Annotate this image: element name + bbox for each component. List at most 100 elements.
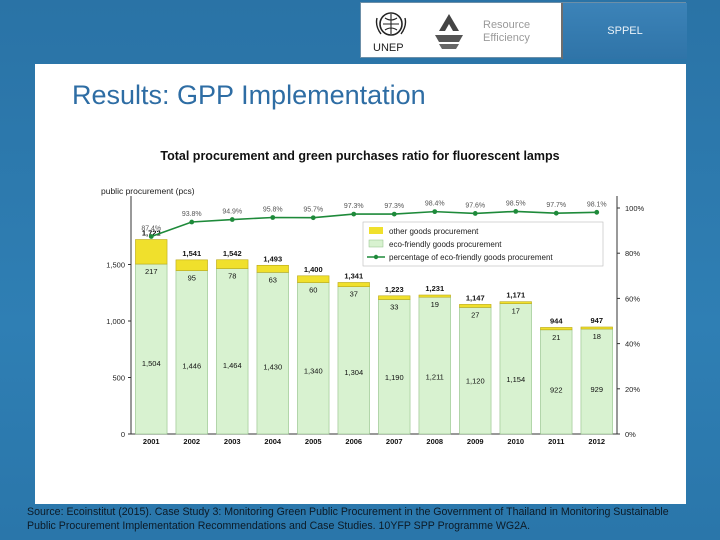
other-bar (378, 295, 411, 300)
total-label: 1,493 (263, 254, 282, 263)
eco-bar (540, 329, 573, 435)
total-label: 1,541 (182, 249, 201, 258)
other-value-label: 37 (350, 290, 358, 299)
recycle-icon (435, 14, 463, 49)
x-tick-label: 2001 (143, 437, 160, 446)
legend-box (362, 221, 604, 267)
x-tick-label: 2002 (183, 437, 200, 446)
percentage-label: 87.4% (141, 225, 161, 232)
y-tick-label: 1,000 (106, 317, 125, 326)
percentage-label: 95.7% (303, 207, 323, 214)
y2-tick-label: 0% (625, 430, 636, 439)
slide-title: Results: GPP Implementation (72, 80, 426, 110)
other-value-label: 95 (188, 274, 196, 283)
percentage-point (229, 217, 235, 222)
eco-bar (256, 272, 289, 435)
x-tick-label: 2010 (507, 437, 524, 446)
chart-title: Total procurement and green purchases ra… (160, 149, 560, 163)
y-axis-label: public procurement (pcs) (101, 186, 195, 196)
legend-label-other: other goods procurement (389, 227, 479, 236)
percentage-label: 98.4% (425, 201, 445, 208)
percentage-label: 95.8% (263, 206, 283, 213)
total-label: 947 (590, 316, 603, 325)
other-bar (175, 259, 208, 271)
percentage-label: 97.7% (546, 202, 566, 209)
eco-bar (135, 263, 168, 435)
header-bar: UNEP Resource Efficiency SPPEL (360, 2, 687, 59)
other-value-label: 78 (228, 272, 236, 281)
percentage-label: 93.8% (182, 211, 202, 218)
resource-line2: Efficiency (483, 32, 530, 44)
eco-bar (337, 286, 370, 435)
other-value-label: 18 (593, 332, 601, 341)
other-value-label: 27 (471, 310, 479, 319)
percentage-point (148, 234, 154, 239)
y-tick-label: 1,500 (106, 261, 125, 270)
other-bar (135, 239, 168, 265)
x-tick-label: 2008 (426, 437, 443, 446)
other-value-label: 17 (512, 307, 520, 316)
other-bar (580, 326, 613, 330)
other-bar (297, 275, 330, 283)
eco-bar (418, 296, 451, 435)
percentage-point (513, 208, 519, 214)
eco-value-label: 1,446 (182, 362, 201, 371)
percentage-label: 97.3% (344, 203, 364, 210)
percentage-point (432, 209, 438, 215)
x-tick-label: 2012 (588, 437, 605, 446)
x-tick-label: 2007 (386, 437, 403, 446)
percentage-point (189, 219, 195, 225)
total-label: 1,542 (223, 249, 242, 258)
eco-bar (378, 299, 411, 435)
percentage-line (150, 210, 597, 238)
x-tick-label: 2005 (305, 437, 322, 446)
other-value-label: 33 (390, 303, 398, 312)
header-divider (561, 3, 563, 59)
percentage-point (391, 211, 397, 217)
sppel-label: SPPEL (563, 3, 687, 59)
percentage-label: 98.5% (506, 200, 526, 207)
eco-value-label: 1,211 (426, 372, 444, 381)
y2-tick-label: 40% (625, 340, 640, 349)
x-tick-label: 2003 (224, 437, 241, 446)
eco-value-label: 1,154 (506, 375, 525, 384)
y2-tick-label: 20% (625, 385, 640, 394)
percentage-point (351, 211, 357, 217)
other-bar (256, 264, 289, 273)
total-label: 1,147 (466, 293, 485, 302)
resource-line1: Resource (483, 19, 531, 31)
unep-label: UNEP (373, 42, 404, 54)
source-citation: Source: Ecoinstitut (2015). Case Study 3… (27, 506, 669, 532)
eco-value-label: 1,504 (142, 359, 161, 368)
percentage-point (310, 215, 316, 221)
eco-bar (580, 328, 613, 435)
eco-value-label: 1,304 (344, 368, 363, 377)
total-label: 1,400 (304, 265, 323, 274)
eco-bar (459, 307, 492, 435)
legend-swatch-other (369, 227, 383, 234)
procurement-chart: public procurement (pcs) 0 500 1,000 1,500 0%… (101, 186, 645, 446)
percentage-point (594, 209, 600, 215)
eco-bar (175, 270, 208, 435)
percentage-label: 98.1% (587, 201, 607, 208)
x-tick-label: 2009 (467, 437, 484, 446)
eco-bar (499, 303, 532, 435)
other-value-label: 217 (145, 267, 158, 276)
other-bar (337, 282, 370, 287)
other-value-label: 60 (309, 286, 317, 295)
x-tick-label: 2004 (264, 437, 282, 446)
other-bar (540, 327, 573, 331)
y2-tick-label: 100% (625, 204, 645, 213)
percentage-label: 94.9% (222, 209, 242, 216)
y-tick-label: 0 (121, 430, 125, 439)
percentage-point (472, 211, 478, 216)
y-tick-label: 500 (112, 374, 125, 383)
other-bar (499, 301, 532, 304)
eco-bar (216, 268, 249, 435)
percentage-label: 97.3% (384, 203, 404, 210)
legend-swatch-eco (368, 239, 384, 248)
y2-tick-label: 80% (625, 249, 640, 258)
x-tick-label: 2006 (345, 437, 362, 446)
total-label: 1,722 (142, 229, 161, 238)
total-label: 1,341 (344, 271, 363, 280)
